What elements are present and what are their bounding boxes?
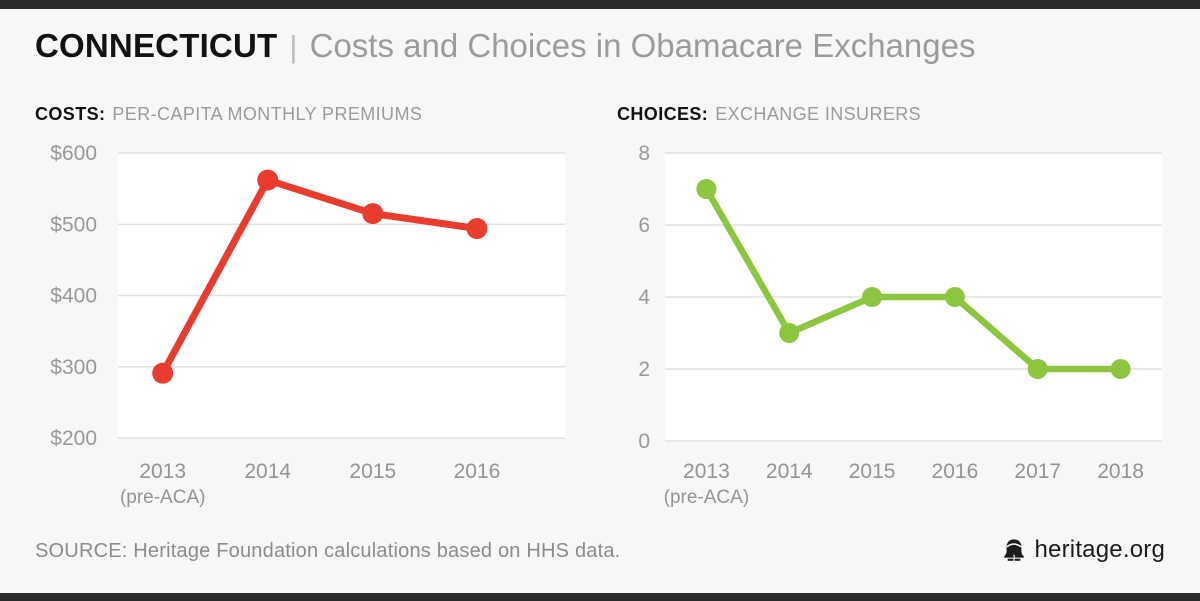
svg-text:8: 8	[638, 145, 650, 165]
svg-text:$600: $600	[50, 145, 97, 165]
svg-text:2013: 2013	[139, 460, 186, 483]
title-divider: |	[289, 29, 298, 64]
source-note: SOURCE: Heritage Foundation calculations…	[35, 540, 621, 562]
costs-label-text: PER-CAPITA MONTHLY PREMIUMS	[112, 104, 423, 124]
branding-url: heritage.org	[1034, 536, 1165, 563]
heritage-org-link[interactable]: heritage.org	[1002, 536, 1166, 564]
costs-chart-label: COSTS: PER-CAPITA MONTHLY PREMIUMS	[35, 104, 422, 125]
svg-text:2014: 2014	[766, 460, 813, 483]
costs-line-chart: $200 $300 $400 $500 $600 2013 2014 2015 2016 (pre…	[50, 145, 565, 508]
svg-text:4: 4	[638, 286, 650, 309]
svg-text:6: 6	[638, 214, 650, 237]
svg-text:2: 2	[638, 358, 650, 381]
costs-label-prefix: COSTS:	[35, 104, 106, 124]
liberty-bell-icon	[1003, 539, 1024, 561]
svg-text:(pre-ACA): (pre-ACA)	[664, 487, 750, 508]
choices-line-chart: 0 2 4 6 8 2013 2014 2015 2016 2017 2018 (pre-ACA)	[638, 145, 1162, 508]
svg-text:$400: $400	[50, 285, 97, 308]
bottom-border-bar	[0, 593, 1200, 601]
choices-chart-label: CHOICES: EXCHANGE INSURERS	[617, 104, 921, 125]
svg-text:0: 0	[638, 430, 650, 453]
svg-text:$200: $200	[50, 427, 97, 450]
choices-label-prefix: CHOICES:	[617, 104, 709, 124]
state-name: CONNECTICUT	[35, 27, 278, 64]
top-border-bar	[0, 0, 1200, 9]
svg-text:$500: $500	[50, 213, 97, 236]
svg-text:2015: 2015	[849, 460, 896, 483]
svg-text:(pre-ACA): (pre-ACA)	[120, 487, 206, 508]
svg-text:2016: 2016	[454, 460, 501, 483]
svg-text:2015: 2015	[349, 460, 396, 483]
choices-label-text: EXCHANGE INSURERS	[715, 104, 922, 124]
svg-text:2013: 2013	[683, 460, 730, 483]
svg-text:2016: 2016	[932, 460, 979, 483]
svg-text:2014: 2014	[244, 460, 291, 483]
svg-text:2018: 2018	[1097, 460, 1144, 483]
header: CONNECTICUT | Costs and Choices in Obamaca…	[35, 27, 975, 65]
page-title: Costs and Choices in Obamacare Exchanges	[309, 27, 976, 64]
svg-text:$300: $300	[50, 356, 97, 379]
svg-text:2017: 2017	[1014, 460, 1061, 483]
